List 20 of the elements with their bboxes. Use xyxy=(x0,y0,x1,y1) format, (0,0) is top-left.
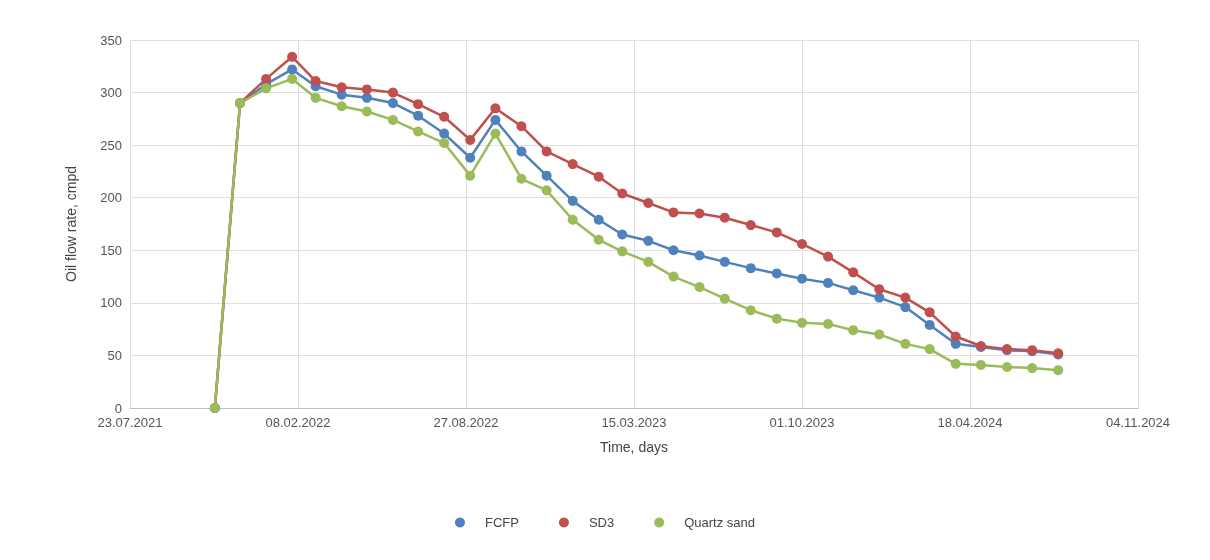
y-axis-title: Oil flow rate, cmpd xyxy=(63,166,79,282)
x-tick-label: 08.02.2022 xyxy=(265,415,331,430)
x-axis-title: Time, days xyxy=(600,439,668,455)
x-tick-label: 27.08.2022 xyxy=(433,415,499,430)
legend-label: Quartz sand xyxy=(684,515,756,530)
x-tick-label: 01.10.2023 xyxy=(769,415,835,430)
y-tick-label: 200 xyxy=(100,190,122,206)
x-tick-label: 23.07.2021 xyxy=(97,415,163,430)
y-tick-label: 50 xyxy=(107,347,122,363)
x-tick-label: 15.03.2023 xyxy=(601,415,667,430)
legend-label: FCFP xyxy=(484,515,519,530)
y-tick-label: 250 xyxy=(100,137,122,153)
legend-label: SD3 xyxy=(588,515,615,530)
y-tick-label: 0 xyxy=(114,400,122,416)
y-tick-label: 300 xyxy=(100,85,122,101)
x-tick-label: 18.04.2024 xyxy=(937,415,1003,430)
y-tick-label: 100 xyxy=(100,295,122,311)
y-tick-label: 350 xyxy=(100,32,122,48)
y-tick-label: 150 xyxy=(100,242,122,258)
x-tick-label: 04.11.2024 xyxy=(1105,415,1171,430)
